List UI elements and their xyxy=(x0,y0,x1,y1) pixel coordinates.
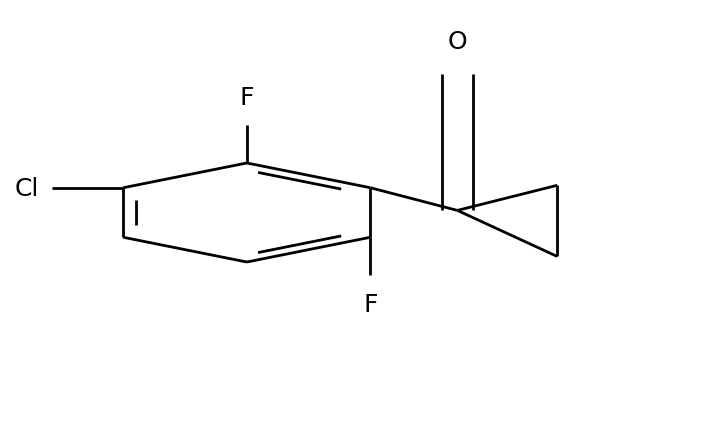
Text: F: F xyxy=(240,85,254,109)
Text: Cl: Cl xyxy=(14,176,39,200)
Text: O: O xyxy=(448,30,467,54)
Text: F: F xyxy=(363,292,378,316)
